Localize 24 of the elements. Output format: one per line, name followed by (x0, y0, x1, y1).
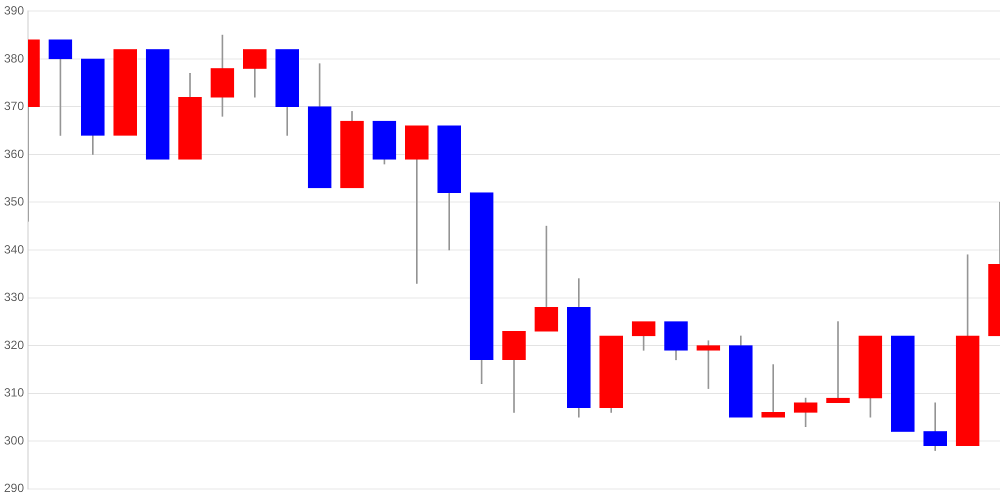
candlestick (48, 40, 72, 136)
candlestick (178, 72, 202, 160)
candlestick (113, 49, 138, 136)
candlestick (534, 226, 558, 332)
candlestick (437, 125, 462, 250)
y-tick-label: 380 (4, 51, 24, 66)
y-tick-label: 300 (4, 433, 24, 448)
y-tick-label: 320 (4, 338, 24, 352)
y-tick-label: 310 (4, 386, 24, 400)
candlestick (826, 321, 850, 404)
y-tick-label: 390 (4, 4, 24, 18)
candlestick (340, 111, 364, 188)
y-tick-label: 360 (4, 146, 24, 161)
y-tick-label: 340 (4, 242, 24, 256)
y-tick-label: 350 (4, 194, 24, 209)
candlestick (404, 125, 429, 284)
y-tick-label: 290 (4, 481, 24, 496)
y-tick-label: 370 (4, 99, 24, 114)
candlestick (664, 321, 688, 360)
candlestick (146, 49, 170, 160)
candlestick (956, 254, 980, 446)
candlestick (502, 330, 526, 413)
candlestick (890, 336, 915, 432)
y-tick-label: 330 (4, 290, 24, 304)
